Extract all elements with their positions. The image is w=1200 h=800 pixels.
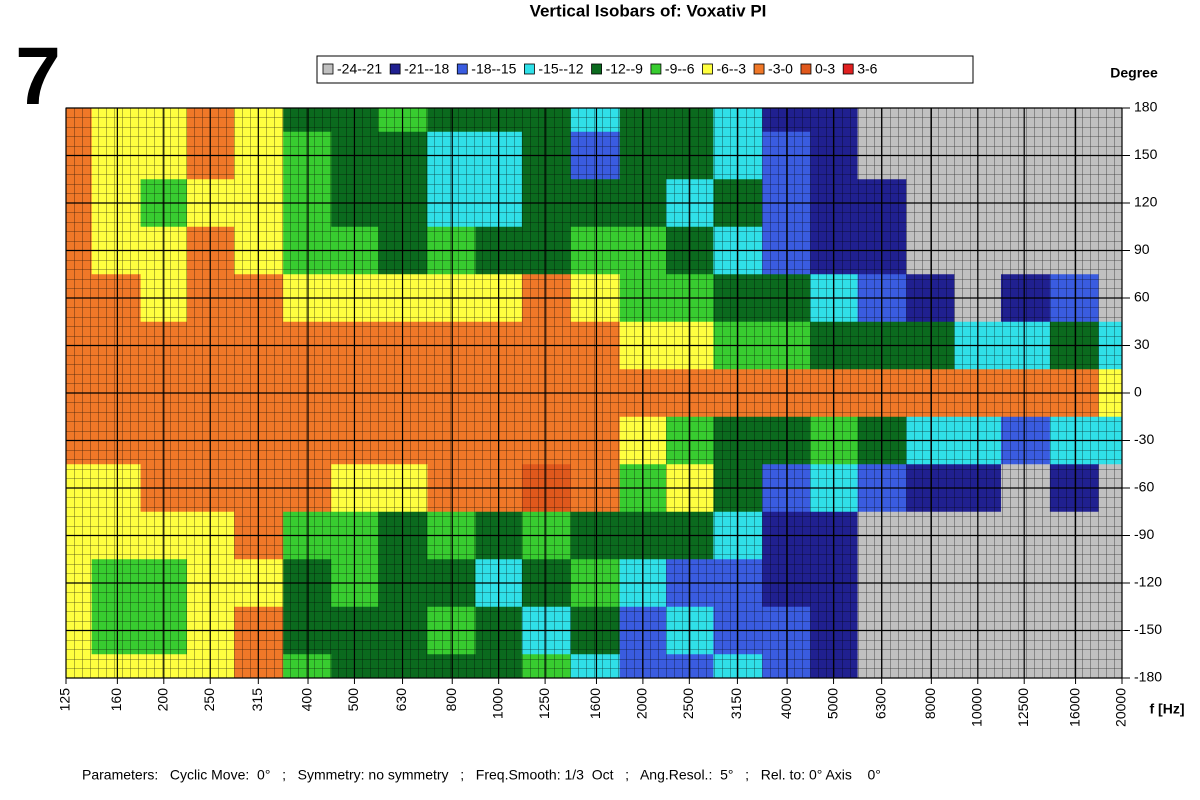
y-tick-label: 90 (1134, 241, 1150, 257)
y-tick-label: -150 (1134, 621, 1162, 637)
legend-swatch (591, 63, 602, 75)
x-tick-label: 1600 (587, 688, 603, 719)
legend: -24--21 -21--18 -18--15 -15--12 -12--9 -9--6 -… (322, 61, 878, 77)
x-tick-label: 125 (57, 688, 73, 712)
chart-title: Vertical Isobars of: Voxativ PI (530, 1, 767, 20)
y-tick-label: 60 (1134, 289, 1150, 305)
legend-label: -21--18 (404, 61, 449, 77)
x-tick-label: 250 (201, 688, 217, 712)
y-tick-label: -90 (1134, 526, 1154, 542)
legend-swatch (322, 63, 334, 75)
x-tick-label: 8000 (922, 688, 938, 719)
legend-label: -9--6 (665, 61, 695, 77)
x-tick-label: 630 (393, 688, 409, 712)
y-axis-label: Degree (1110, 65, 1158, 81)
x-tick-label: 2000 (634, 688, 650, 719)
x-tick-label: 4000 (778, 688, 794, 719)
x-tick-label: 16000 (1066, 688, 1082, 727)
legend-label: 3-6 (857, 61, 877, 77)
y-tick-label: 30 (1134, 336, 1150, 352)
x-tick-label: 1000 (489, 688, 505, 719)
x-tick-label: 3150 (728, 688, 744, 719)
parameters: Parameters: Cyclic Move: 0° ; Symmetry: … (82, 767, 881, 783)
y-tick-label: -120 (1134, 574, 1162, 590)
legend-swatch (753, 63, 765, 75)
axes: 180 150 120 90 60 30 0 -30 -60 -90 -120 -150 -180 125… (57, 99, 1163, 727)
legend-swatch (456, 63, 468, 75)
legend-swatch (842, 63, 854, 75)
x-tick-label: 200 (154, 688, 170, 712)
x-tick-label: 10000 (968, 688, 984, 727)
x-tick-label: 20000 (1113, 688, 1129, 727)
x-tick-label: 800 (443, 688, 459, 712)
legend-box (316, 55, 974, 84)
legend-swatch (702, 63, 713, 75)
x-tick-label: 1250 (536, 688, 552, 719)
legend-label: -15--12 (538, 61, 583, 77)
legend-swatch (650, 63, 662, 75)
x-axis-label: f [Hz] (1150, 701, 1185, 717)
legend-label: -18--15 (471, 61, 516, 77)
legend-label: -24--21 (337, 61, 382, 77)
legend-swatch (524, 63, 535, 75)
legend-label: 0-3 (815, 61, 835, 77)
x-tick-label: 160 (108, 688, 124, 712)
x-tick-label: 315 (249, 688, 265, 712)
x-tick-label: 6300 (872, 688, 888, 719)
page-number: 7 (15, 31, 61, 122)
y-tick-label: 0 (1134, 384, 1142, 400)
x-tick-label: 12500 (1015, 688, 1031, 727)
x-tick-label: 2500 (680, 688, 696, 719)
x-tick-label: 400 (299, 688, 315, 712)
plot-frame (65, 107, 1123, 679)
legend-label: -3-0 (768, 61, 793, 77)
y-tick-label: -30 (1134, 431, 1154, 447)
x-tick-label: 500 (345, 688, 361, 712)
x-tick-label: 5000 (824, 688, 840, 719)
y-tick-label: -60 (1134, 479, 1154, 495)
y-tick-label: 120 (1134, 194, 1158, 210)
legend-swatch (800, 63, 812, 75)
legend-label: -6--3 (716, 61, 746, 77)
y-tick-label: 150 (1134, 146, 1158, 162)
y-tick-label: -180 (1134, 669, 1162, 685)
legend-label: -12--9 (606, 61, 644, 77)
y-tick-label: 180 (1134, 99, 1158, 115)
legend-swatch (389, 63, 401, 75)
